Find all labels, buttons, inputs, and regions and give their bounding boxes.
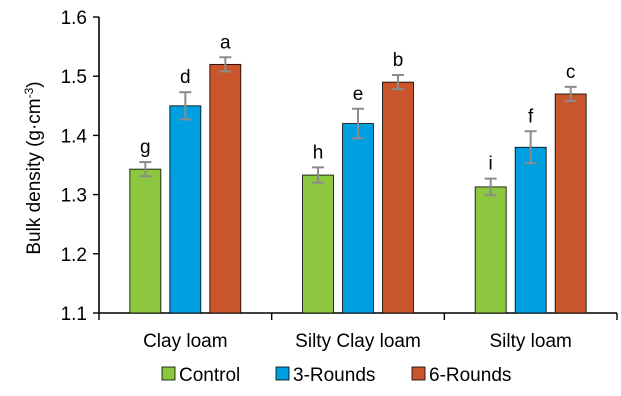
bar-1-1 bbox=[342, 123, 374, 314]
legend: Control 3-Rounds 6-Rounds bbox=[161, 365, 511, 386]
legend-swatch-2 bbox=[411, 366, 426, 381]
bar-2-0 bbox=[474, 186, 507, 314]
significance-label-0-1: d bbox=[180, 67, 191, 88]
bar-2-2 bbox=[554, 93, 587, 314]
y-axis-title-group: Bulk density (g·cm-3) bbox=[22, 81, 45, 254]
significance-label-2-0: i bbox=[489, 154, 493, 175]
bar-1-0 bbox=[302, 174, 334, 314]
significance-labels: g d a h e b i f c bbox=[140, 32, 575, 174]
significance-label-2-2: c bbox=[566, 62, 576, 83]
y-tick-label-1: 1.2 bbox=[61, 245, 87, 266]
bar-1-2 bbox=[382, 81, 414, 314]
x-tick-label-0: Clay loam bbox=[143, 331, 227, 352]
y-tick-label-5: 1.6 bbox=[61, 8, 87, 29]
significance-label-1-2: b bbox=[393, 50, 404, 71]
y-tick-label-4: 1.5 bbox=[61, 67, 87, 88]
x-tick-label-1: Silty Clay loam bbox=[295, 331, 421, 352]
axes: 1.1 1.2 1.3 1.4 1.5 1.6 Clay loam Silty Clay lo… bbox=[61, 8, 618, 352]
bar-2-1 bbox=[514, 146, 547, 314]
y-axis-title: Bulk density (g·cm-3) bbox=[22, 81, 45, 254]
y-axis-title-main: Bulk density (g·cm bbox=[24, 98, 45, 254]
y-tick-label-3: 1.4 bbox=[61, 126, 88, 147]
significance-label-1-1: e bbox=[353, 84, 364, 105]
bar-0-2 bbox=[209, 63, 242, 314]
legend-label-2: 6-Rounds bbox=[429, 365, 511, 386]
y-tick-label-0: 1.1 bbox=[61, 304, 87, 325]
x-tick-label-2: Silty loam bbox=[489, 331, 571, 352]
error-bars bbox=[139, 56, 577, 197]
y-tick-label-2: 1.3 bbox=[61, 186, 87, 207]
significance-label-2-1: f bbox=[528, 106, 534, 127]
legend-swatch-1 bbox=[275, 366, 290, 381]
bar-0-0 bbox=[129, 168, 162, 314]
significance-label-0-2: a bbox=[220, 32, 231, 53]
bars bbox=[129, 63, 587, 314]
y-axis-title-superscript: -3 bbox=[22, 87, 36, 98]
legend-label-1: 3-Rounds bbox=[293, 365, 375, 386]
significance-label-1-0: h bbox=[313, 142, 324, 163]
y-axis-title-close: ) bbox=[24, 81, 45, 87]
bar-0-1 bbox=[169, 105, 202, 314]
significance-label-0-0: g bbox=[140, 137, 151, 158]
legend-swatch-0 bbox=[161, 366, 176, 381]
legend-label-0: Control bbox=[179, 365, 240, 386]
